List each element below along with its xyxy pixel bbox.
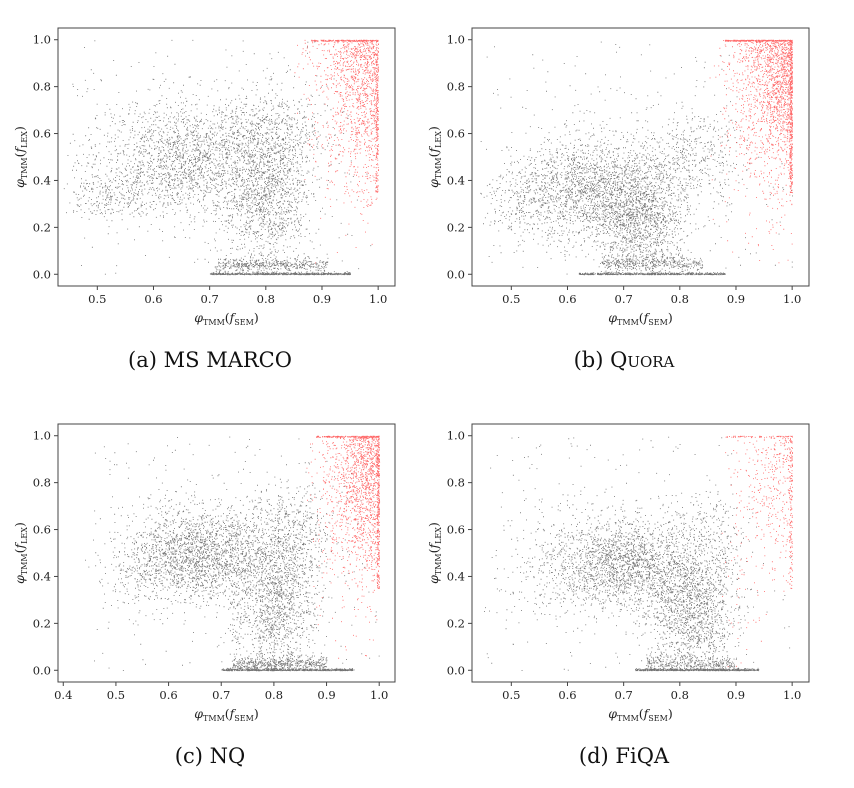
y-tick-label: 0.0 xyxy=(447,663,465,677)
y-axis-label: φTMM(fLEX) xyxy=(12,522,29,584)
x-tick-label: 1.0 xyxy=(783,292,801,306)
y-axis-label: φTMM(fLEX) xyxy=(12,126,29,188)
x-tick-label: 1.0 xyxy=(369,292,387,306)
caption-d: (d) FiQA xyxy=(414,744,834,768)
red-points xyxy=(709,39,793,264)
caption-a: (a) MS MARCO xyxy=(0,348,420,372)
y-tick-label: 1.0 xyxy=(33,429,51,443)
x-tick-label: 0.5 xyxy=(502,292,520,306)
x-tick-label: 0.8 xyxy=(671,292,689,306)
x-tick-label: 0.9 xyxy=(313,292,331,306)
y-tick-label: 0.2 xyxy=(447,616,465,630)
plot-frame xyxy=(471,423,810,683)
x-tick-label: 0.8 xyxy=(257,292,275,306)
caption-b-name: Quora xyxy=(610,348,675,372)
y-tick-label: 0.8 xyxy=(33,80,51,94)
y-tick-label: 0.4 xyxy=(447,173,465,187)
red-points xyxy=(294,39,379,264)
panel-b: 0.5 0.6 0.7 0.8 0.9 1.0 0.0 0.2 0.4 0.6 0.8 1.0 φTMM… xyxy=(414,0,834,390)
panel-a: 0.5 0.6 0.7 0.8 0.9 1.0 0.0 0.2 0.4 0.6 0.8 1.0 φTMM… xyxy=(0,0,420,390)
caption-b-prefix: (b) xyxy=(573,348,604,372)
red-point-set xyxy=(306,435,381,659)
black-points xyxy=(63,39,372,276)
caption-a-name: MS MARCO xyxy=(163,348,292,372)
red-point-set xyxy=(709,39,793,264)
y-tick-label: 0.8 xyxy=(447,476,465,490)
plot-frame xyxy=(57,27,396,287)
x-tick-label: 0.7 xyxy=(615,688,633,702)
y-tick-label: 0.2 xyxy=(33,220,51,234)
y-tick-label: 0.4 xyxy=(33,173,51,187)
y-tick-label: 0.0 xyxy=(33,663,51,677)
red-point-set xyxy=(721,435,793,668)
black-points xyxy=(85,436,380,672)
y-tick-label: 0.2 xyxy=(33,616,51,630)
y-tick-label: 0.0 xyxy=(33,267,51,281)
y-tick-label: 0.6 xyxy=(33,127,51,141)
y-tick-label: 0.2 xyxy=(447,220,465,234)
y-tick-label: 0.6 xyxy=(447,127,465,141)
panel-c: 0.4 0.5 0.6 0.7 0.8 0.9 1.0 0.0 0.2 0.4 0.6 0.8 1.0 φ… xyxy=(0,396,420,786)
x-tick-label: 0.8 xyxy=(671,688,689,702)
x-axis-label: φTMM(fSEM) xyxy=(608,310,672,327)
y-tick-label: 0.0 xyxy=(447,267,465,281)
scatter-plot-c: 0.4 0.5 0.6 0.7 0.8 0.9 1.0 0.0 0.2 0.4 0.6 0.8 1.0 φ… xyxy=(12,423,396,723)
x-tick-label: 1.0 xyxy=(370,688,388,702)
red-points xyxy=(306,435,381,659)
panel-d: 0.5 0.6 0.7 0.8 0.9 1.0 0.0 0.2 0.4 0.6 0.8 1.0 φTMM… xyxy=(414,396,834,786)
y-tick-label: 1.0 xyxy=(447,33,465,47)
red-point-set xyxy=(294,39,379,264)
x-tick-label: 0.6 xyxy=(144,292,162,306)
y-tick-label: 0.8 xyxy=(33,476,51,490)
x-tick-label: 0.9 xyxy=(317,688,335,702)
black-point-set xyxy=(63,39,372,276)
x-tick-label: 0.7 xyxy=(615,292,633,306)
x-tick-label: 1.0 xyxy=(783,688,801,702)
y-tick-label: 1.0 xyxy=(447,429,465,443)
caption-d-prefix: (d) xyxy=(578,744,609,768)
x-tick-label: 0.7 xyxy=(212,688,230,702)
x-tick-label: 0.6 xyxy=(159,688,177,702)
y-tick-label: 0.6 xyxy=(33,523,51,537)
scatter-plot-d: 0.5 0.6 0.7 0.8 0.9 1.0 0.0 0.2 0.4 0.6 0.8 1.0 φTMM… xyxy=(426,423,810,723)
x-axis-label: φTMM(fSEM) xyxy=(194,706,258,723)
scatter-plot-a: 0.5 0.6 0.7 0.8 0.9 1.0 0.0 0.2 0.4 0.6 0.8 1.0 φTMM… xyxy=(12,27,396,327)
caption-b: (b) Quora xyxy=(414,348,834,372)
x-tick-label: 0.5 xyxy=(88,292,106,306)
plot-frame xyxy=(57,423,396,683)
x-tick-label: 0.5 xyxy=(502,688,520,702)
black-points xyxy=(484,436,791,672)
black-point-set xyxy=(484,436,791,672)
y-tick-label: 0.8 xyxy=(447,80,465,94)
red-points xyxy=(721,435,793,668)
black-point-set xyxy=(480,41,793,276)
y-tick-label: 0.4 xyxy=(33,569,51,583)
y-axis-label: φTMM(fLEX) xyxy=(426,522,443,584)
x-tick-label: 0.9 xyxy=(727,292,745,306)
x-axis-label: φTMM(fSEM) xyxy=(608,706,672,723)
x-tick-label: 0.8 xyxy=(265,688,283,702)
scatter-plot-b: 0.5 0.6 0.7 0.8 0.9 1.0 0.0 0.2 0.4 0.6 0.8 1.0 φTMM… xyxy=(426,27,810,327)
x-tick-label: 0.4 xyxy=(54,688,72,702)
x-tick-label: 0.7 xyxy=(201,292,219,306)
x-tick-label: 0.6 xyxy=(558,292,576,306)
x-tick-label: 0.5 xyxy=(107,688,125,702)
x-tick-label: 0.6 xyxy=(558,688,576,702)
x-axis-label: φTMM(fSEM) xyxy=(194,310,258,327)
y-tick-label: 1.0 xyxy=(33,33,51,47)
y-tick-label: 0.6 xyxy=(447,523,465,537)
y-tick-label: 0.4 xyxy=(447,569,465,583)
caption-c-name: NQ xyxy=(209,744,246,768)
x-tick-label: 0.9 xyxy=(727,688,745,702)
y-axis-label: φTMM(fLEX) xyxy=(426,126,443,188)
caption-c: (c) NQ xyxy=(0,744,420,768)
plot-frame xyxy=(471,27,810,287)
caption-c-prefix: (c) xyxy=(174,744,203,768)
black-points xyxy=(480,41,793,276)
caption-a-prefix: (a) xyxy=(128,348,157,372)
black-point-set xyxy=(85,436,380,672)
caption-d-name: FiQA xyxy=(615,744,670,768)
